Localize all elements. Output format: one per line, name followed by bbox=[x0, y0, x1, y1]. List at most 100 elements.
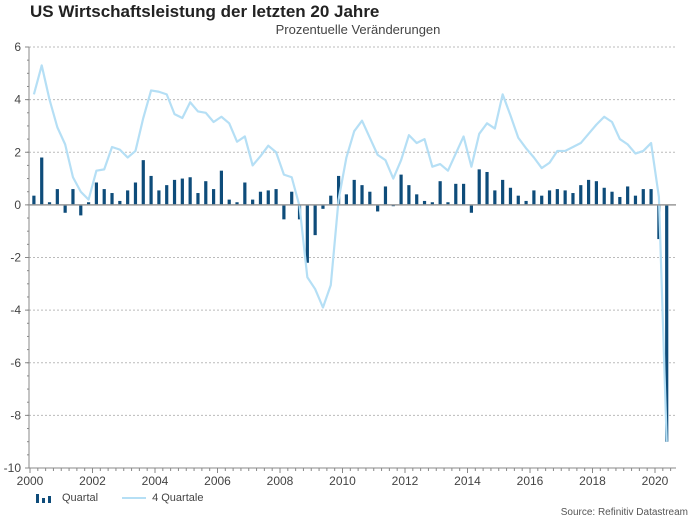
bar bbox=[157, 190, 161, 205]
legend-label-quartal: Quartal bbox=[62, 492, 99, 504]
bar bbox=[344, 194, 348, 205]
bar bbox=[290, 191, 294, 205]
line-path bbox=[32, 64, 668, 442]
legend: Quartal 4 Quartale bbox=[36, 492, 227, 504]
bar bbox=[446, 202, 450, 205]
chart-title: US Wirtschaftsleistung der letzten 20 Ja… bbox=[30, 2, 380, 21]
bar bbox=[180, 178, 184, 205]
bar bbox=[571, 193, 575, 205]
bar bbox=[258, 191, 263, 205]
bar bbox=[211, 189, 216, 205]
bar bbox=[266, 190, 270, 205]
bar bbox=[313, 204, 317, 236]
y-tick-label: 0 bbox=[14, 198, 21, 212]
bar bbox=[469, 204, 473, 213]
bar bbox=[438, 181, 442, 205]
bar bbox=[227, 199, 231, 205]
y-tick-label: -8 bbox=[10, 408, 21, 422]
bar bbox=[555, 189, 559, 205]
bar bbox=[251, 199, 255, 205]
bar bbox=[485, 171, 489, 205]
bar bbox=[618, 196, 622, 205]
x-tick-label: 2008 bbox=[267, 474, 294, 488]
y-tick-label: -6 bbox=[10, 356, 21, 370]
bar bbox=[360, 185, 364, 205]
bar bbox=[336, 175, 341, 205]
line-swatch-icon bbox=[122, 497, 147, 499]
bar bbox=[415, 194, 419, 205]
bar bbox=[204, 181, 208, 205]
bar bbox=[235, 202, 239, 205]
bar bbox=[383, 186, 388, 205]
y-tick-label: -10 bbox=[4, 461, 22, 475]
bar bbox=[594, 181, 598, 205]
bar bbox=[626, 186, 630, 205]
bar bbox=[352, 179, 356, 205]
bar bbox=[102, 189, 106, 205]
x-tick-label: 2020 bbox=[642, 474, 669, 488]
x-tick-label: 2014 bbox=[454, 474, 481, 488]
bar bbox=[94, 182, 98, 205]
chart-subtitle: Prozentuelle Veränderungen bbox=[275, 22, 441, 37]
axes bbox=[25, 46, 676, 473]
bar bbox=[71, 189, 75, 205]
x-tick-label: 2012 bbox=[392, 474, 419, 488]
bar bbox=[172, 179, 177, 205]
x-tick-label: 2016 bbox=[517, 474, 544, 488]
x-tick-label: 2006 bbox=[204, 474, 231, 488]
bar bbox=[540, 195, 544, 205]
y-tick-label: 4 bbox=[14, 93, 21, 107]
bar bbox=[563, 190, 567, 205]
bar bbox=[641, 189, 645, 205]
bar bbox=[274, 189, 278, 205]
bar-swatch-icon bbox=[36, 493, 54, 503]
bar bbox=[86, 202, 91, 205]
bar bbox=[407, 185, 411, 205]
x-tick-labels: 2000 2002 2004 2006 2008 2010 2012 2014 2016 2018… bbox=[17, 474, 669, 488]
y-tick-label: 2 bbox=[14, 145, 21, 159]
bar bbox=[649, 189, 653, 205]
bar bbox=[133, 182, 138, 205]
bar bbox=[602, 187, 606, 205]
bar bbox=[141, 160, 145, 205]
bar bbox=[501, 179, 505, 205]
bar bbox=[547, 190, 552, 205]
bar bbox=[55, 189, 59, 205]
bar bbox=[47, 202, 52, 205]
bar bbox=[165, 185, 169, 205]
bar bbox=[110, 193, 114, 205]
bar bbox=[79, 204, 83, 216]
bar bbox=[422, 200, 427, 205]
bar bbox=[368, 191, 372, 205]
y-tick-labels: -10 -8 -6 -4 -2 0 2 4 6 bbox=[4, 40, 22, 475]
bar bbox=[63, 204, 67, 213]
bar bbox=[196, 193, 200, 205]
bar bbox=[219, 170, 223, 205]
bar bbox=[665, 204, 669, 442]
bar bbox=[126, 190, 130, 205]
legend-item-4-quartale: 4 Quartale bbox=[122, 492, 203, 504]
bar bbox=[610, 191, 614, 205]
bar bbox=[430, 202, 434, 205]
bar bbox=[454, 183, 458, 205]
x-tick-label: 2018 bbox=[579, 474, 606, 488]
bar bbox=[188, 177, 192, 205]
x-tick-label: 2004 bbox=[142, 474, 169, 488]
bar bbox=[282, 204, 286, 220]
source-note: Source: Refinitiv Datastream bbox=[560, 507, 688, 518]
y-tick-label: -4 bbox=[10, 303, 21, 317]
bar bbox=[329, 195, 333, 205]
bar bbox=[305, 204, 309, 263]
y-tick-label: -2 bbox=[10, 251, 21, 265]
x-tick-label: 2010 bbox=[329, 474, 356, 488]
bar bbox=[149, 175, 153, 205]
line-series-4-quartale bbox=[32, 64, 668, 442]
y-tick-label: 6 bbox=[14, 40, 21, 54]
bar bbox=[586, 179, 591, 205]
bar bbox=[32, 195, 36, 205]
x-tick-label: 2000 bbox=[17, 474, 44, 488]
bar bbox=[118, 200, 122, 205]
bar bbox=[40, 157, 44, 205]
bar bbox=[633, 195, 638, 205]
